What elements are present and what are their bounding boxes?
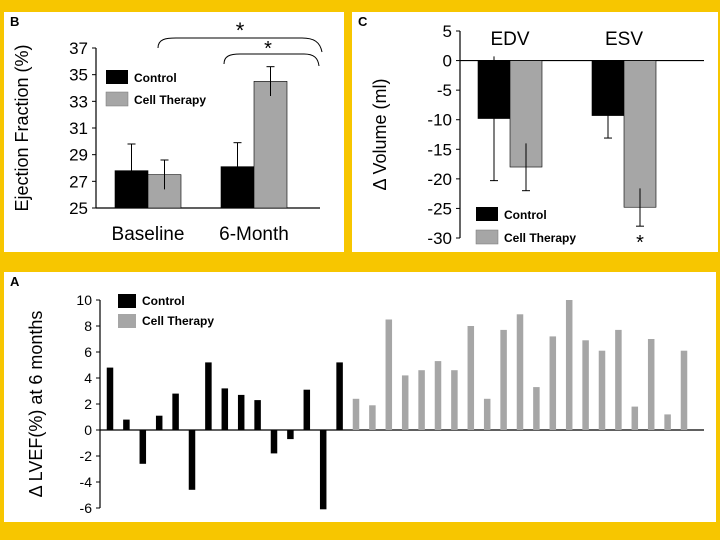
bar xyxy=(401,375,409,430)
y-tick-label: 10 xyxy=(76,292,92,308)
legend-swatch xyxy=(476,207,498,221)
y-tick-label: 35 xyxy=(69,66,88,85)
y-tick-label: 0 xyxy=(84,422,92,438)
y-tick-label: 25 xyxy=(69,199,88,218)
y-tick-label: 29 xyxy=(69,146,88,165)
y-tick-label: 37 xyxy=(69,39,88,58)
category-label: EDV xyxy=(490,29,529,50)
panel-b: B 25 27 29 31 33 35 37 Ejection Fraction (%) Bas… xyxy=(4,12,344,252)
y-tick-label: -15 xyxy=(427,140,452,159)
bar xyxy=(623,60,657,208)
bar xyxy=(451,370,458,430)
legend-swatch xyxy=(106,70,128,84)
legend-swatch xyxy=(105,91,129,107)
bar xyxy=(467,326,475,430)
bar xyxy=(139,430,147,464)
bar xyxy=(418,370,425,430)
significance-bracket xyxy=(223,53,320,67)
legend-label: Control xyxy=(504,208,547,222)
bar xyxy=(647,339,655,430)
y-tick-label: -2 xyxy=(80,448,93,464)
legend-label: Cell Therapy xyxy=(134,93,206,107)
panel-c: C 5 0 -5 -10 -15 -20 -25 -30 Δ Volume (ml) EDV ESV… xyxy=(352,12,718,252)
bar xyxy=(483,398,491,430)
significance-star: * xyxy=(264,38,272,60)
y-tick-label: -4 xyxy=(80,474,93,490)
bar xyxy=(188,430,196,490)
delta-volume-chart: 5 0 -5 -10 -15 -20 -25 -30 Δ Volume (ml) EDV ESV * C… xyxy=(370,22,704,252)
panel-a-label: A xyxy=(10,274,20,289)
y-tick-label: -6 xyxy=(80,500,93,516)
bar xyxy=(303,389,311,430)
bar xyxy=(631,406,639,430)
y-tick-label: 8 xyxy=(84,318,92,334)
bar xyxy=(287,430,294,440)
y-tick-label: 0 xyxy=(443,52,452,71)
bar xyxy=(237,394,245,430)
y-tick-label: 6 xyxy=(84,344,92,360)
bar xyxy=(253,81,288,209)
significance-star: * xyxy=(236,18,245,43)
y-tick-label: -25 xyxy=(427,199,452,218)
y-axis-title: Δ Volume (ml) xyxy=(370,78,390,190)
y-tick-label: -10 xyxy=(427,111,452,130)
y-tick-label: -20 xyxy=(427,170,452,189)
bar xyxy=(172,393,179,430)
y-tick-label: 4 xyxy=(84,370,92,386)
y-tick-label: 27 xyxy=(69,172,88,191)
x-tick-label: 6-Month xyxy=(219,224,289,245)
bar xyxy=(533,387,540,430)
bar xyxy=(155,415,163,430)
y-axis-title: Ejection Fraction (%) xyxy=(12,44,32,211)
bar xyxy=(680,350,688,430)
bar xyxy=(319,430,327,510)
legend-label: Control xyxy=(142,294,185,308)
bar xyxy=(369,405,376,430)
bar xyxy=(205,362,212,430)
bar xyxy=(336,362,343,430)
y-tick-label: 2 xyxy=(84,396,92,412)
bar xyxy=(106,367,114,430)
bar xyxy=(598,350,606,430)
bar xyxy=(549,336,557,430)
bar xyxy=(615,329,622,430)
legend-label: Cell Therapy xyxy=(504,231,576,245)
delta-lvef-chart: 10 8 6 4 2 0 -2 -4 -6 Δ LVEF(%) at 6 months Contro… xyxy=(26,292,704,516)
category-label: ESV xyxy=(605,29,643,50)
y-tick-label: 33 xyxy=(69,92,88,111)
bar xyxy=(385,319,393,430)
bar xyxy=(270,430,278,454)
y-axis-title: Δ LVEF(%) at 6 months xyxy=(26,311,46,498)
bar xyxy=(352,398,360,430)
legend-swatch xyxy=(475,229,499,245)
panel-a: A 10 8 6 4 2 0 -2 -4 -6 Δ LVEF(%) at 6 months Cont… xyxy=(4,272,716,522)
y-tick-label: -5 xyxy=(437,81,452,100)
y-tick-label: 31 xyxy=(69,119,88,138)
bar xyxy=(516,314,524,430)
panel-b-label: B xyxy=(10,14,20,29)
legend-swatch xyxy=(118,314,136,328)
bar xyxy=(221,388,229,430)
y-tick-label: 5 xyxy=(443,22,452,41)
legend-label: Cell Therapy xyxy=(142,314,214,328)
y-tick-label: -30 xyxy=(427,229,452,248)
significance-star: * xyxy=(636,232,644,252)
bar xyxy=(254,400,261,430)
legend-label: Control xyxy=(134,71,177,85)
bar xyxy=(500,329,507,430)
panel-c-label: C xyxy=(358,14,368,29)
bar xyxy=(123,419,130,430)
bar xyxy=(565,300,573,430)
ejection-fraction-chart: 25 27 29 31 33 35 37 Ejection Fraction (%) Basel… xyxy=(12,18,323,245)
bar xyxy=(434,361,442,430)
bar xyxy=(582,340,589,430)
significance-bracket xyxy=(157,37,323,53)
x-tick-label: Baseline xyxy=(112,224,185,245)
bar xyxy=(664,414,671,430)
legend-swatch xyxy=(118,294,136,308)
